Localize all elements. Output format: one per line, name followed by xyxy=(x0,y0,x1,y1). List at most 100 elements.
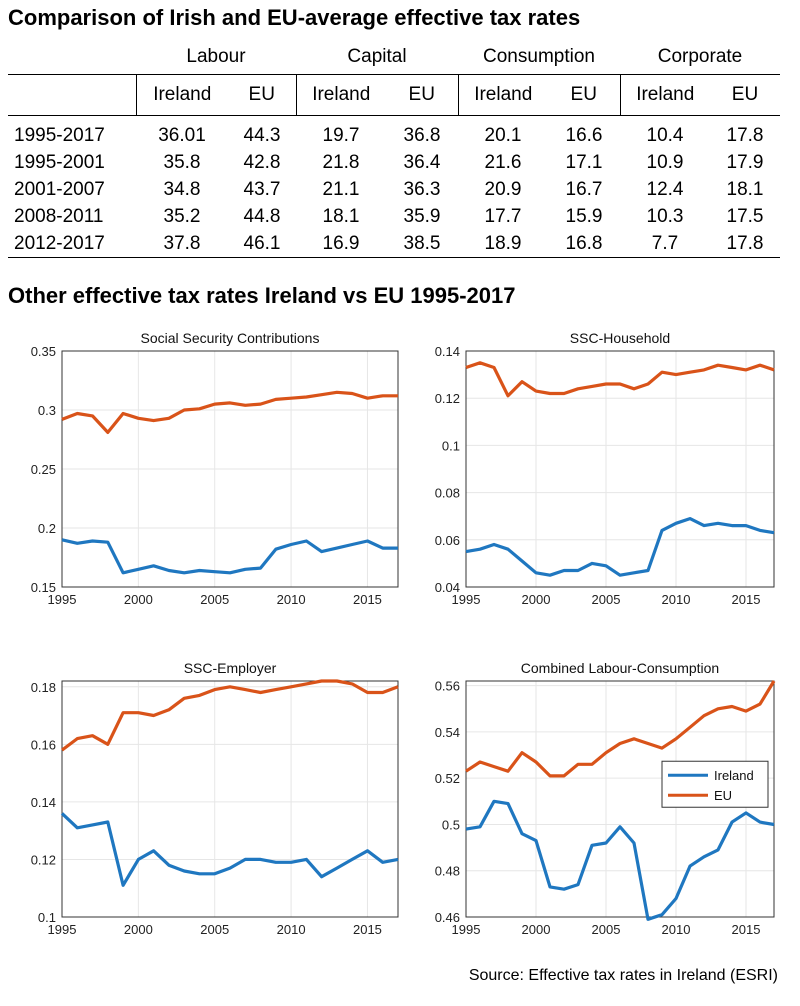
chart-title: SSC-Employer xyxy=(184,660,277,676)
table-cell: 36.4 xyxy=(403,151,441,173)
y-tick-label: 0.04 xyxy=(435,580,460,595)
y-tick-label: 0.52 xyxy=(435,771,460,786)
y-tick-label: 0.1 xyxy=(38,910,56,925)
y-tick-label: 0.16 xyxy=(31,737,56,752)
table-cell: 35.2 xyxy=(163,205,201,227)
legend-label-ireland: Ireland xyxy=(714,768,754,783)
series-line-ireland xyxy=(61,538,398,575)
table-cell: 12.4 xyxy=(646,178,684,200)
x-tick-label: 2015 xyxy=(732,922,761,937)
series-line-ireland xyxy=(465,799,775,921)
x-tick-label: 2000 xyxy=(522,922,551,937)
y-tick-label: 0.08 xyxy=(435,486,460,501)
row-period: 2001-2007 xyxy=(14,178,105,200)
table-cell: 20.9 xyxy=(484,178,522,200)
table-cell: 17.7 xyxy=(484,205,522,227)
subheader-ireland: Ireland xyxy=(135,74,228,116)
group-header-capital: Capital xyxy=(347,46,407,67)
plot-frame xyxy=(465,350,775,588)
table-subheader-row: Ireland EU Ireland EU Ireland EU Ireland… xyxy=(8,74,780,116)
x-tick-label: 1995 xyxy=(452,922,481,937)
y-tick-label: 0.15 xyxy=(31,580,56,595)
y-tick-label: 0.14 xyxy=(31,795,56,810)
y-tick-label: 0.18 xyxy=(31,680,56,695)
table-cell: 35.9 xyxy=(403,205,441,227)
series-line-eu xyxy=(61,679,399,752)
table-cell: 36.3 xyxy=(403,178,441,200)
table-cell: 17.8 xyxy=(710,230,780,258)
table-row: 2012-2017 37.8 46.1 16.9 38.5 18.9 16.8 … xyxy=(8,230,780,258)
subheader-ireland: Ireland xyxy=(619,74,710,116)
row-period: 2008-2011 xyxy=(14,205,104,227)
y-tick-label: 0.2 xyxy=(38,521,56,536)
table-cell: 10.3 xyxy=(646,205,684,227)
group-header-corporate: Corporate xyxy=(657,46,743,67)
subheader-ireland: Ireland xyxy=(457,74,548,116)
table-cell: 16.8 xyxy=(548,230,620,258)
y-tick-label: 0.1 xyxy=(442,438,460,453)
y-tick-label: 0.25 xyxy=(31,462,56,477)
x-tick-label: 2005 xyxy=(592,922,621,937)
x-tick-label: 1995 xyxy=(48,592,77,607)
line-charts-grid: 1995 2000 2005 2010 2015 0.15 0.2 0.25 0.3 0.35 So… xyxy=(31,330,776,937)
table-cell: 35.8 xyxy=(163,151,201,173)
x-tick-label: 2000 xyxy=(124,922,153,937)
table-row: 1995-2001 35.8 42.8 21.8 36.4 21.6 17.1 … xyxy=(8,149,780,176)
y-tick-label: 0.12 xyxy=(31,852,56,867)
table-cell: 16.9 xyxy=(296,230,386,258)
table-cell: 19.7 xyxy=(322,124,360,146)
table-cell: 21.8 xyxy=(322,151,360,173)
chart-legend: Ireland EU xyxy=(661,760,769,808)
table-cell: 46.1 xyxy=(228,230,296,258)
series-line-eu xyxy=(465,680,776,778)
chart-panel: 1995 2000 2005 2010 2015 0.15 0.2 0.25 0.3 0.35 So… xyxy=(31,330,399,607)
group-header-consumption: Consumption xyxy=(483,46,595,67)
row-period: 1995-2017 xyxy=(14,124,105,146)
plot-area xyxy=(466,351,774,587)
y-tick-label: 0.35 xyxy=(31,344,56,359)
table-cell: 16.6 xyxy=(565,124,603,146)
table-cell: 43.7 xyxy=(243,178,281,200)
x-tick-label: 2010 xyxy=(277,922,306,937)
series-line-ireland xyxy=(60,812,399,887)
table-cell: 17.1 xyxy=(565,151,603,173)
table-cell: 44.3 xyxy=(243,124,281,146)
legend-box xyxy=(661,760,769,808)
source-note: Source: Effective tax rates in Ireland (… xyxy=(468,967,778,984)
x-tick-label: 1995 xyxy=(452,592,481,607)
table-cell: 10.9 xyxy=(646,151,684,173)
table-cell: 18.9 xyxy=(458,230,548,258)
legend-label-eu: EU xyxy=(714,788,732,803)
table-cell: 38.5 xyxy=(386,230,458,258)
chart-panel: 1995 2000 2005 2010 2015 0.1 0.12 0.14 0.16 0.18 S… xyxy=(31,660,399,937)
x-tick-label: 2005 xyxy=(200,922,229,937)
subheader-ireland: Ireland xyxy=(295,74,386,116)
plot-frame xyxy=(465,680,775,918)
y-tick-label: 0.5 xyxy=(442,817,460,832)
table-row: 2001-2007 34.8 43.7 21.1 36.3 20.9 16.7 … xyxy=(8,176,780,203)
group-header-labour: Labour xyxy=(186,46,246,67)
table-cell: 21.1 xyxy=(322,178,360,200)
x-tick-label: 2010 xyxy=(277,592,306,607)
x-tick-label: 2005 xyxy=(592,592,621,607)
x-tick-label: 2015 xyxy=(732,592,761,607)
series-line-ireland xyxy=(465,517,775,577)
table-cell: 34.8 xyxy=(163,178,201,200)
chart-panel: 1995 2000 2005 2010 2015 0.04 0.06 0.08 0.1 0.12 0… xyxy=(435,330,775,607)
table-cell: 17.5 xyxy=(726,205,764,227)
x-tick-label: 2015 xyxy=(353,922,382,937)
subheader-eu: EU xyxy=(548,74,620,116)
plot-area xyxy=(62,681,398,917)
table-row: 1995-2017 36.01 44.3 19.7 36.8 20.1 16.6… xyxy=(8,116,780,150)
plot-frame xyxy=(61,350,399,588)
y-tick-label: 0.06 xyxy=(435,533,460,548)
table-cell: 21.6 xyxy=(484,151,522,173)
subheader-eu: EU xyxy=(710,74,780,116)
chart-title: Social Security Contributions xyxy=(141,330,320,346)
table-cell: 42.8 xyxy=(243,151,281,173)
table-cell: 17.9 xyxy=(726,151,764,173)
table-cell: 16.7 xyxy=(565,178,603,200)
table-cell: 18.1 xyxy=(322,205,360,227)
table-cell: 7.7 xyxy=(620,230,710,258)
row-period: 2012-2017 xyxy=(8,230,136,258)
